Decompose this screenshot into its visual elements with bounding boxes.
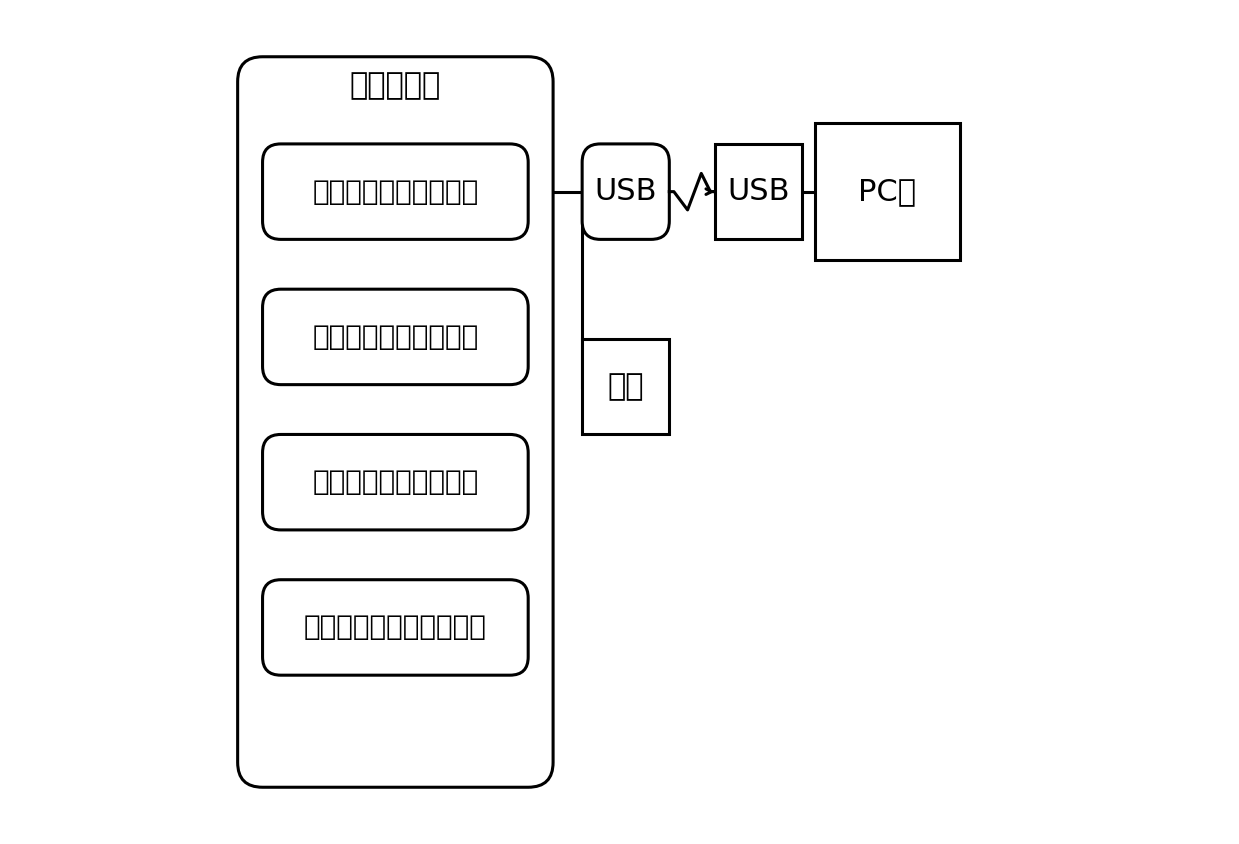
Text: PC机: PC机 [859, 177, 916, 206]
FancyBboxPatch shape [263, 144, 528, 240]
FancyBboxPatch shape [263, 580, 528, 675]
Text: 主控制模块: 主控制模块 [349, 71, 441, 100]
Text: 实际线程信号设置模块: 实际线程信号设置模块 [312, 323, 478, 351]
Text: USB: USB [727, 177, 789, 206]
FancyBboxPatch shape [238, 57, 553, 787]
Text: 实际线程信号等待模块: 实际线程信号等待模块 [312, 177, 478, 206]
Text: 串口: 串口 [607, 372, 644, 401]
Bar [814, 123, 960, 260]
FancyBboxPatch shape [263, 435, 528, 530]
Text: USB: USB [595, 177, 657, 206]
FancyBboxPatch shape [582, 144, 669, 240]
FancyBboxPatch shape [263, 289, 528, 385]
Text: 可挂起系统调用中断模块: 可挂起系统调用中断模块 [304, 614, 487, 641]
Bar [582, 339, 669, 435]
Text: 系统服务调用中断模块: 系统服务调用中断模块 [312, 468, 478, 496]
Bar [715, 144, 802, 240]
